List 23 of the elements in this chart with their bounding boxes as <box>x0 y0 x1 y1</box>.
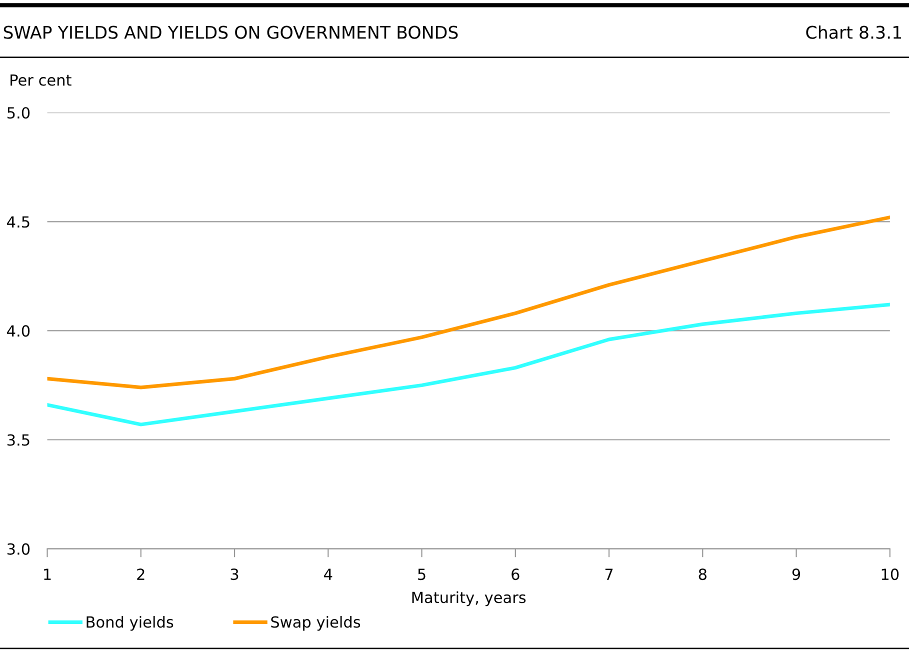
x-tick-label: 3 <box>230 568 238 580</box>
x-tick-label: 9 <box>792 568 800 580</box>
x-tick-label: 10 <box>882 568 899 580</box>
x-tick-label: 6 <box>512 568 520 580</box>
x-tick-label: 2 <box>137 568 144 580</box>
y-tick-label: 4.0 <box>7 325 30 337</box>
chart-title: SWAP YIELDS AND YIELDS ON GOVERNMENT BONDS <box>4 26 458 39</box>
y-tick-label: 3.5 <box>7 434 30 446</box>
x-tick-label: 5 <box>418 568 426 580</box>
y-tick-label: 3.0 <box>7 543 30 555</box>
y-tick-label: 4.5 <box>7 216 30 228</box>
x-tick-label: 7 <box>605 568 613 580</box>
legend-label: Swap yields <box>271 616 360 631</box>
line-series <box>47 216 890 390</box>
y-axis-title: Per cent <box>10 74 72 86</box>
x-axis-title: Maturity, years <box>412 591 526 606</box>
line-series <box>47 302 890 426</box>
x-tick-label: 1 <box>44 568 51 580</box>
y-tick-label: 5.0 <box>7 107 30 119</box>
x-tick-label: 8 <box>698 568 706 580</box>
x-tick-label: 4 <box>324 568 332 580</box>
legend-label: Bond yields <box>86 616 174 631</box>
caption: Chart 8.3.1 <box>806 25 902 39</box>
